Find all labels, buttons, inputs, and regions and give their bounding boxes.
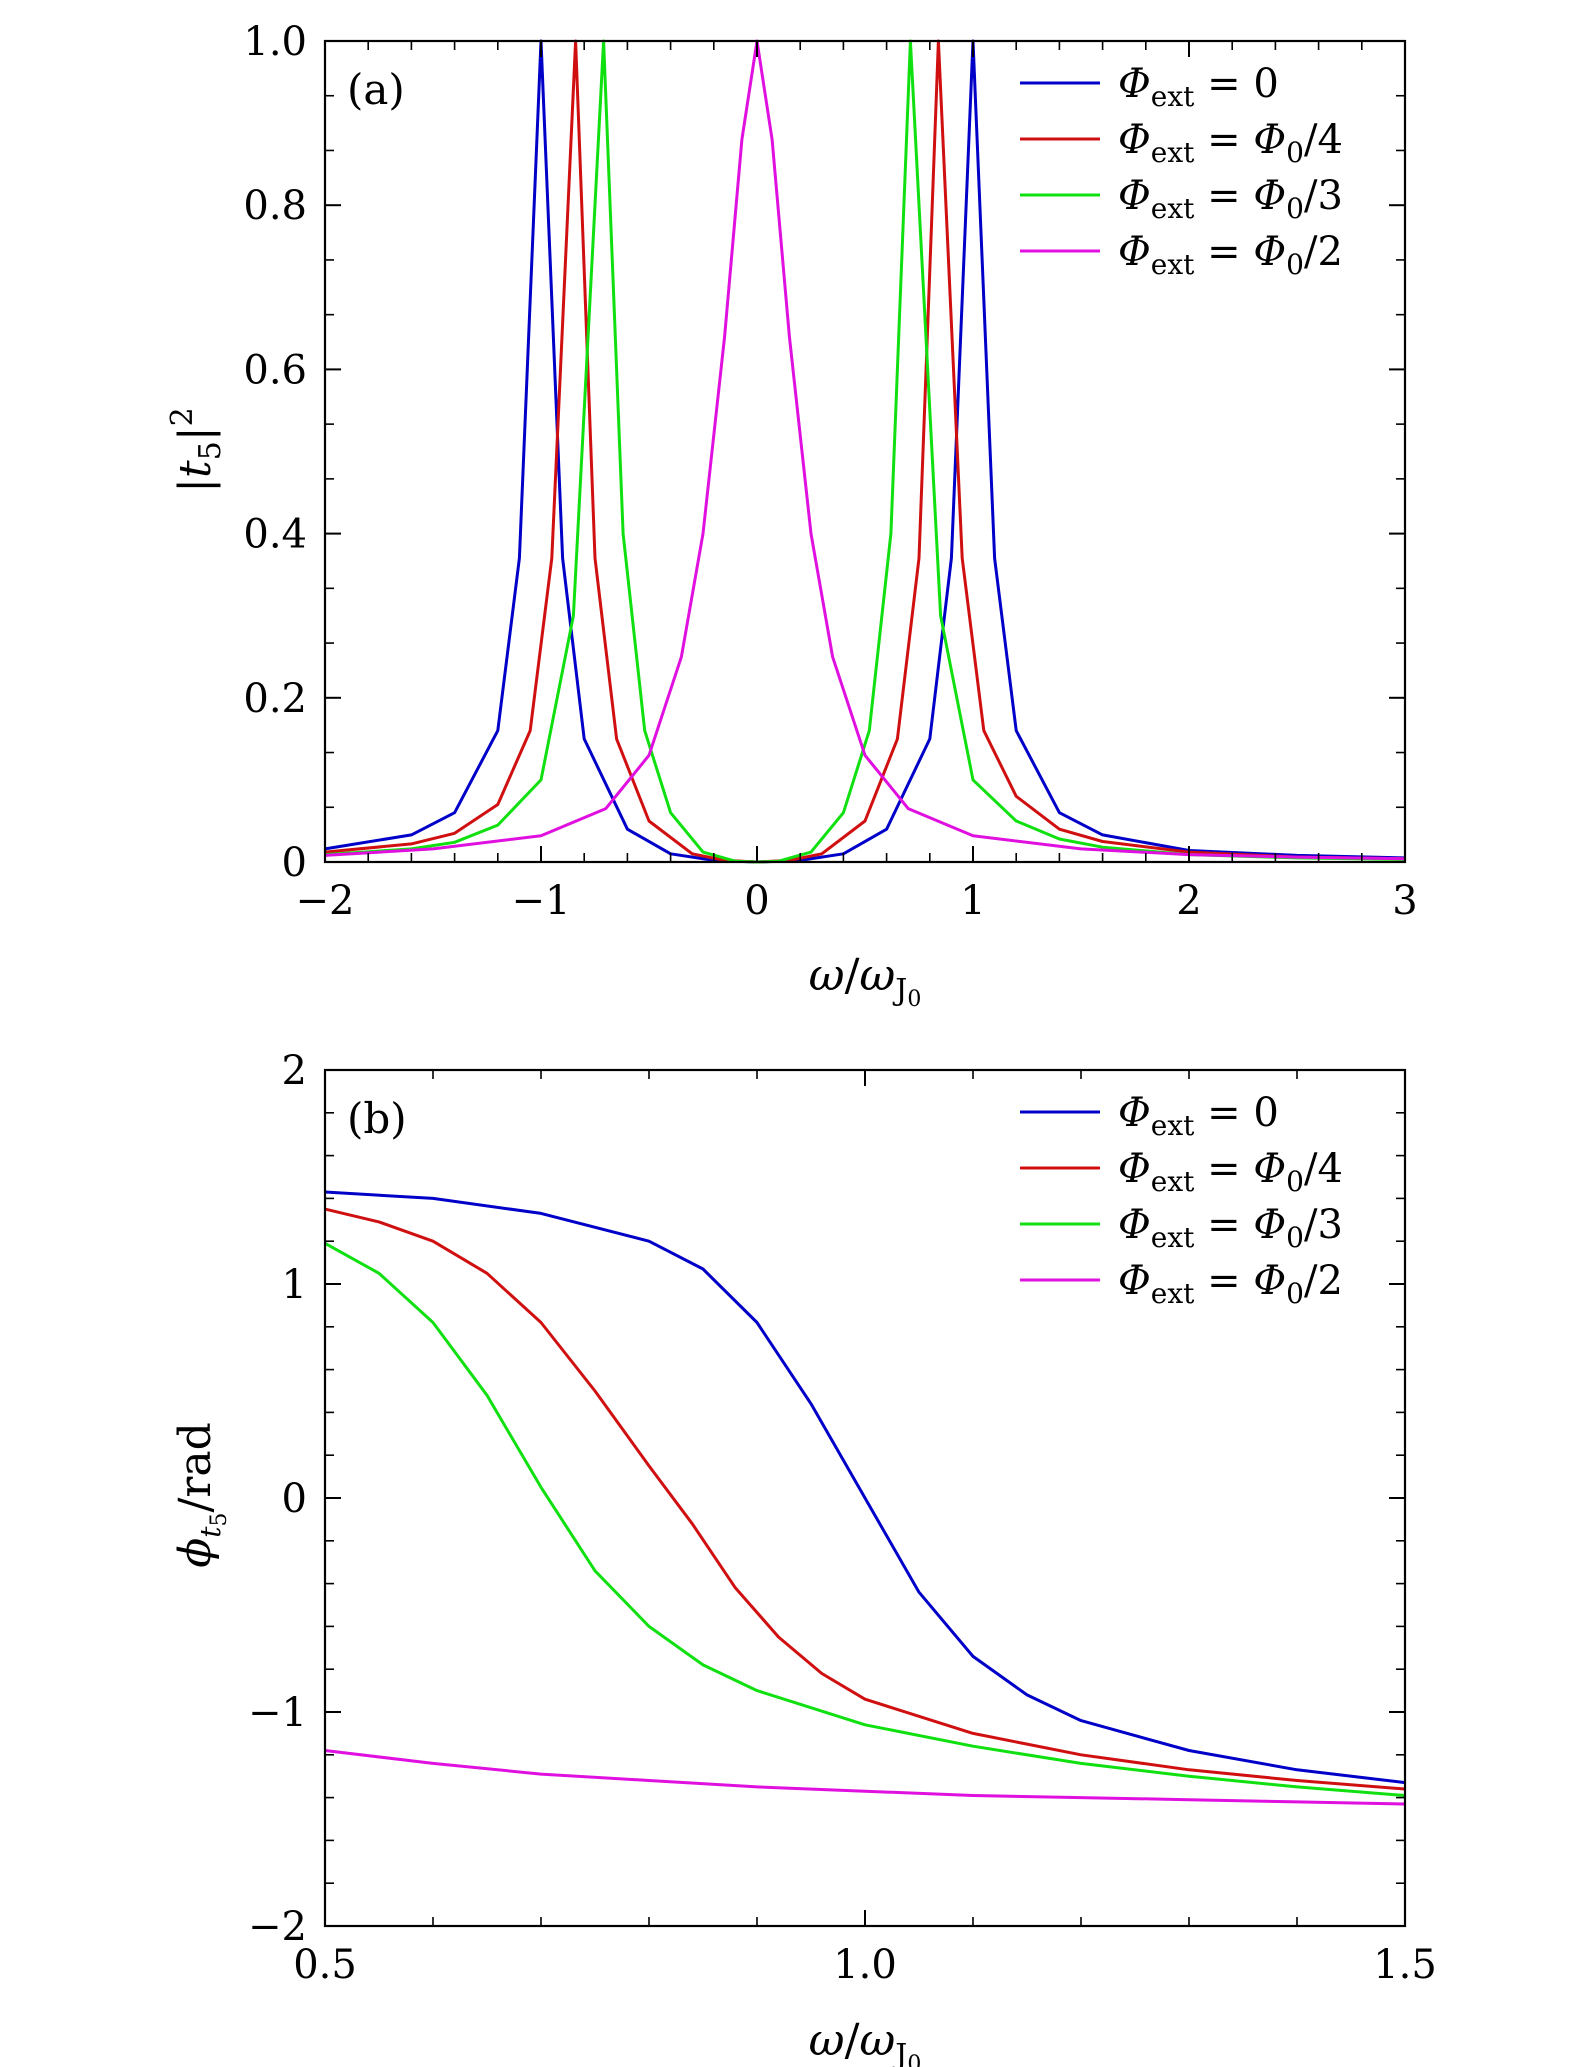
panel-b-label: (b) (347, 1094, 407, 1143)
panel-a-x-tick-label: 0 (744, 878, 769, 924)
panel-b-series-line-3 (324, 1749, 1406, 1806)
panel-b-y-tick-label: 1 (282, 1262, 307, 1308)
panel-a-x-tick-label: −1 (512, 878, 571, 924)
panel-a-y-tick-label: 1.0 (243, 19, 307, 65)
panel-b-series-line-0 (324, 1190, 1406, 1785)
panel-a-y-tick-label: 0.6 (243, 347, 307, 393)
panel-b-y-tick-label: 0 (282, 1476, 307, 1522)
panel-b-series-line-2 (324, 1241, 1406, 1797)
panel-a-plot-frame (323, 39, 1407, 864)
panel-a-y-tick-label: 0.4 (243, 512, 307, 558)
panel-a-series (324, 39, 1406, 864)
panel-a-ticks: −2 −1 0 1 2 3 0 0.2 0.4 0.6 0.8 1.0 (243, 19, 1417, 924)
panel-a-legend-entry-0: Φext = 0 (1118, 61, 1279, 113)
panel-a: −2 −1 0 1 2 300.20.40.60.81.0 (a) Φext = 0Φex… (165, 19, 1418, 1012)
panel-b-y-tick-label: −1 (248, 1690, 307, 1736)
panel-a-x-axis-label: ω/ωJ0 (809, 950, 922, 1012)
panel-a-y-axis-label: |t5|2 (165, 407, 228, 493)
panel-b-series-line-1 (324, 1207, 1406, 1791)
panel-b-legend-entry-3: Φext = Φ0/2 (1118, 1258, 1343, 1310)
panel-b-legend-entry-2: Φext = Φ0/3 (1118, 1202, 1343, 1254)
panel-a-x-tick-label: 1 (960, 878, 985, 924)
panel-a-series-line-0 (324, 39, 1406, 864)
panel-b-y-tick-label: 2 (282, 1048, 307, 1094)
panel-a-y-tick-label: 0.8 (243, 183, 307, 229)
panel-a-legend-entry-1: Φext = Φ0/4 (1118, 117, 1343, 169)
panel-a-legend-entry-2: Φext = Φ0/3 (1118, 173, 1343, 225)
panel-b-series (324, 1190, 1406, 1806)
panel-a-y-tick-label: 0.2 (243, 676, 307, 722)
panel-a-y-tick-label: 0 (282, 840, 307, 886)
panel-a-series-line-2 (324, 39, 1406, 864)
panel-a-x-tick-label: −2 (296, 878, 355, 924)
panel-b-plot-frame (323, 1068, 1407, 1928)
panel-b-legend-entry-0: Φext = 0 (1118, 1090, 1279, 1142)
panel-b-y-axis-label: ϕt5/rad (170, 1422, 232, 1568)
panel-b-x-tick-label: 0.5 (293, 1942, 357, 1988)
panel-b-x-axis-label: ω/ωJ0 (809, 2015, 922, 2067)
panel-a-x-tick-label: 2 (1176, 878, 1201, 924)
panel-b-x-tick-label: 1.5 (1373, 1942, 1437, 1988)
panel-a-series-line-3 (324, 39, 1406, 861)
panel-a-legend-entry-3: Φext = Φ0/2 (1118, 229, 1343, 281)
panel-a-x-tick-label: 3 (1392, 878, 1417, 924)
panel-b-ticks: 0.5 1.0 1.5 −2 −1 0 1 2 (248, 1048, 1437, 1988)
panel-b-legend-entry-1: Φext = Φ0/4 (1118, 1146, 1343, 1198)
panel-b-x-tick-label: 1.0 (833, 1942, 897, 1988)
panel-b-y-tick-label: −2 (248, 1904, 307, 1950)
panel-a-series-line-1 (324, 39, 1406, 864)
panel-a-label: (a) (347, 65, 405, 114)
